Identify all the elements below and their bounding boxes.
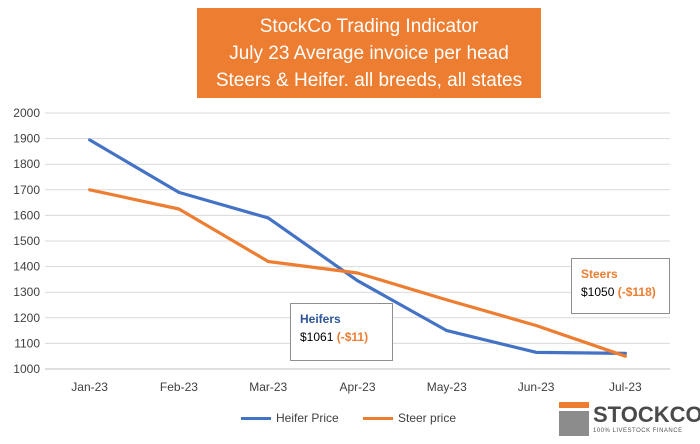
x-tick-label: May-23 xyxy=(427,380,467,394)
data-point xyxy=(356,279,359,282)
heifers-callout-title: Heifers xyxy=(300,312,341,326)
legend: Heifer Price Steer price xyxy=(0,411,700,431)
title-line-3: Steers & Heifer. all breeds, all states xyxy=(215,69,523,91)
heifers-callout-value: $1061 xyxy=(300,330,334,344)
y-tick-label: 1500 xyxy=(13,234,40,248)
logo-tagline: 100% LIVESTOCK FINANCE xyxy=(593,428,683,434)
gridlines xyxy=(45,112,670,370)
data-point xyxy=(445,298,448,302)
logo-mark-icon xyxy=(559,402,589,436)
x-tick-label: Jul-23 xyxy=(609,380,642,394)
data-point xyxy=(445,329,448,332)
legend-item-heifer: Heifer Price xyxy=(241,411,339,425)
legend-item-steer: Steer price xyxy=(363,411,456,425)
steers-callout-title: Steers xyxy=(581,267,618,281)
data-point xyxy=(267,260,270,263)
legend-swatch-heifer xyxy=(241,416,271,420)
logo-word: STOCKCO xyxy=(593,402,700,427)
chart-title: StockCo Trading Indicator July 23 Averag… xyxy=(197,8,541,98)
x-tick-label: Jan-23 xyxy=(71,380,108,394)
y-axis-ticks: 1000 1100 1200 1300 1400 1500 1600 1700 1800 1900… xyxy=(13,106,40,376)
series-lines xyxy=(88,138,627,358)
heifers-callout-change: (-$11) xyxy=(336,330,369,344)
stockco-logo: STOCKCO 100% LIVESTOCK FINANCE xyxy=(559,400,700,440)
y-tick-label: 1700 xyxy=(13,183,40,197)
y-tick-label: 1000 xyxy=(13,362,40,376)
steers-callout: Steers $1050 (-$118) xyxy=(571,258,670,314)
data-point xyxy=(624,355,627,358)
steers-callout-value-line: $1050 (-$118) xyxy=(581,283,660,301)
title-line-2: July 23 Average invoice per head xyxy=(229,42,509,64)
data-point xyxy=(88,138,91,142)
y-tick-label: 1900 xyxy=(13,132,40,146)
data-point xyxy=(267,216,270,220)
steers-callout-change: (-$118) xyxy=(617,285,656,299)
data-point xyxy=(177,207,181,211)
y-tick-label: 1300 xyxy=(13,285,40,299)
y-tick-label: 1200 xyxy=(13,311,40,325)
title-line-1: StockCo Trading Indicator xyxy=(259,15,479,37)
data-point xyxy=(534,351,538,354)
x-tick-label: Feb-23 xyxy=(160,380,198,394)
data-point xyxy=(534,324,538,327)
x-tick-label: Apr-23 xyxy=(339,380,375,394)
y-tick-label: 1100 xyxy=(14,336,40,350)
heifers-callout: Heifers $1061 (-$11) xyxy=(290,303,393,361)
steers-callout-value: $1050 xyxy=(581,285,615,299)
y-tick-label: 1800 xyxy=(13,157,40,171)
legend-swatch-steer xyxy=(363,416,393,420)
x-axis-ticks: Jan-23 Feb-23 Mar-23 Apr-23 May-23 Jun-23 Jul-… xyxy=(71,380,642,394)
data-point xyxy=(356,271,359,275)
data-point xyxy=(624,352,627,355)
data-point xyxy=(88,188,91,191)
legend-label-heifer: Heifer Price xyxy=(276,411,339,425)
x-tick-label: Jun-23 xyxy=(518,380,555,394)
y-tick-label: 1600 xyxy=(13,208,40,222)
legend-label-steer: Steer price xyxy=(398,411,457,425)
heifers-callout-value-line: $1061 (-$11) xyxy=(300,328,383,346)
x-tick-label: Mar-23 xyxy=(249,380,287,394)
y-tick-label: 2000 xyxy=(13,106,40,120)
y-tick-label: 1400 xyxy=(13,260,40,274)
data-point xyxy=(177,191,181,194)
